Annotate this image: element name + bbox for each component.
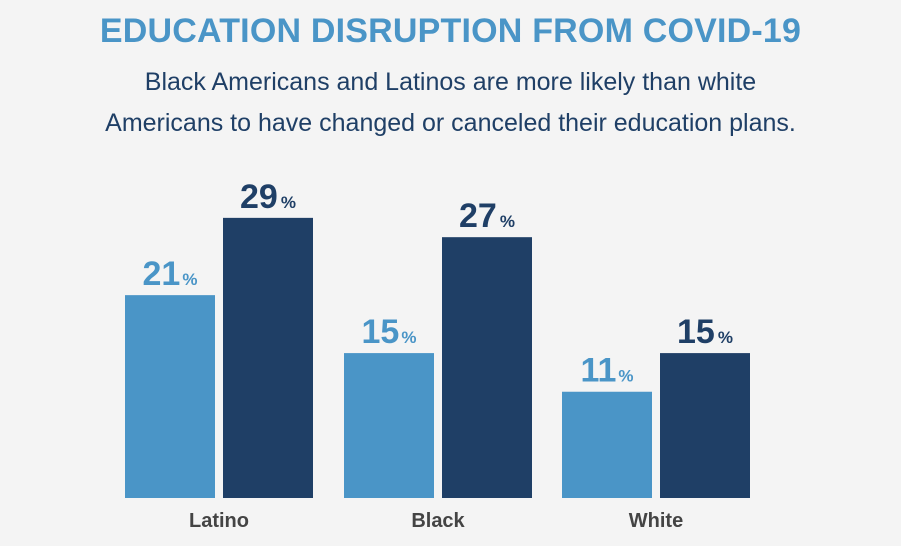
bar-black-series-1 <box>344 353 434 498</box>
category-label-black: Black <box>411 510 465 532</box>
chart-subtitle: Black Americans and Latinos are more lik… <box>0 62 901 144</box>
bar-value-label-black-series-2: 27% <box>459 197 515 235</box>
bar-latino-series-1 <box>125 295 215 498</box>
chart-subtitle-line-1: Black Americans and Latinos are more lik… <box>144 68 757 96</box>
bar-white-series-1 <box>562 391 652 498</box>
bar-value-label-black-series-1: 15% <box>362 313 417 351</box>
bar-value-label-white-series-1: 11% <box>580 352 633 390</box>
bar-black-series-2 <box>442 237 532 498</box>
category-label-latino: Latino <box>189 510 249 532</box>
bar-latino-series-2 <box>223 217 313 499</box>
bar-value-label-latino-series-1: 21% <box>143 255 198 293</box>
chart-title: EDUCATION DISRUPTION FROM COVID-19 <box>99 12 802 50</box>
category-label-white: White <box>629 510 683 532</box>
chart-subtitle-line-2: Americans to have changed or canceled th… <box>105 109 796 137</box>
bar-white-series-2 <box>660 353 750 498</box>
bar-value-label-white-series-2: 15% <box>677 313 733 351</box>
bar-value-label-latino-series-2: 29% <box>240 178 296 216</box>
